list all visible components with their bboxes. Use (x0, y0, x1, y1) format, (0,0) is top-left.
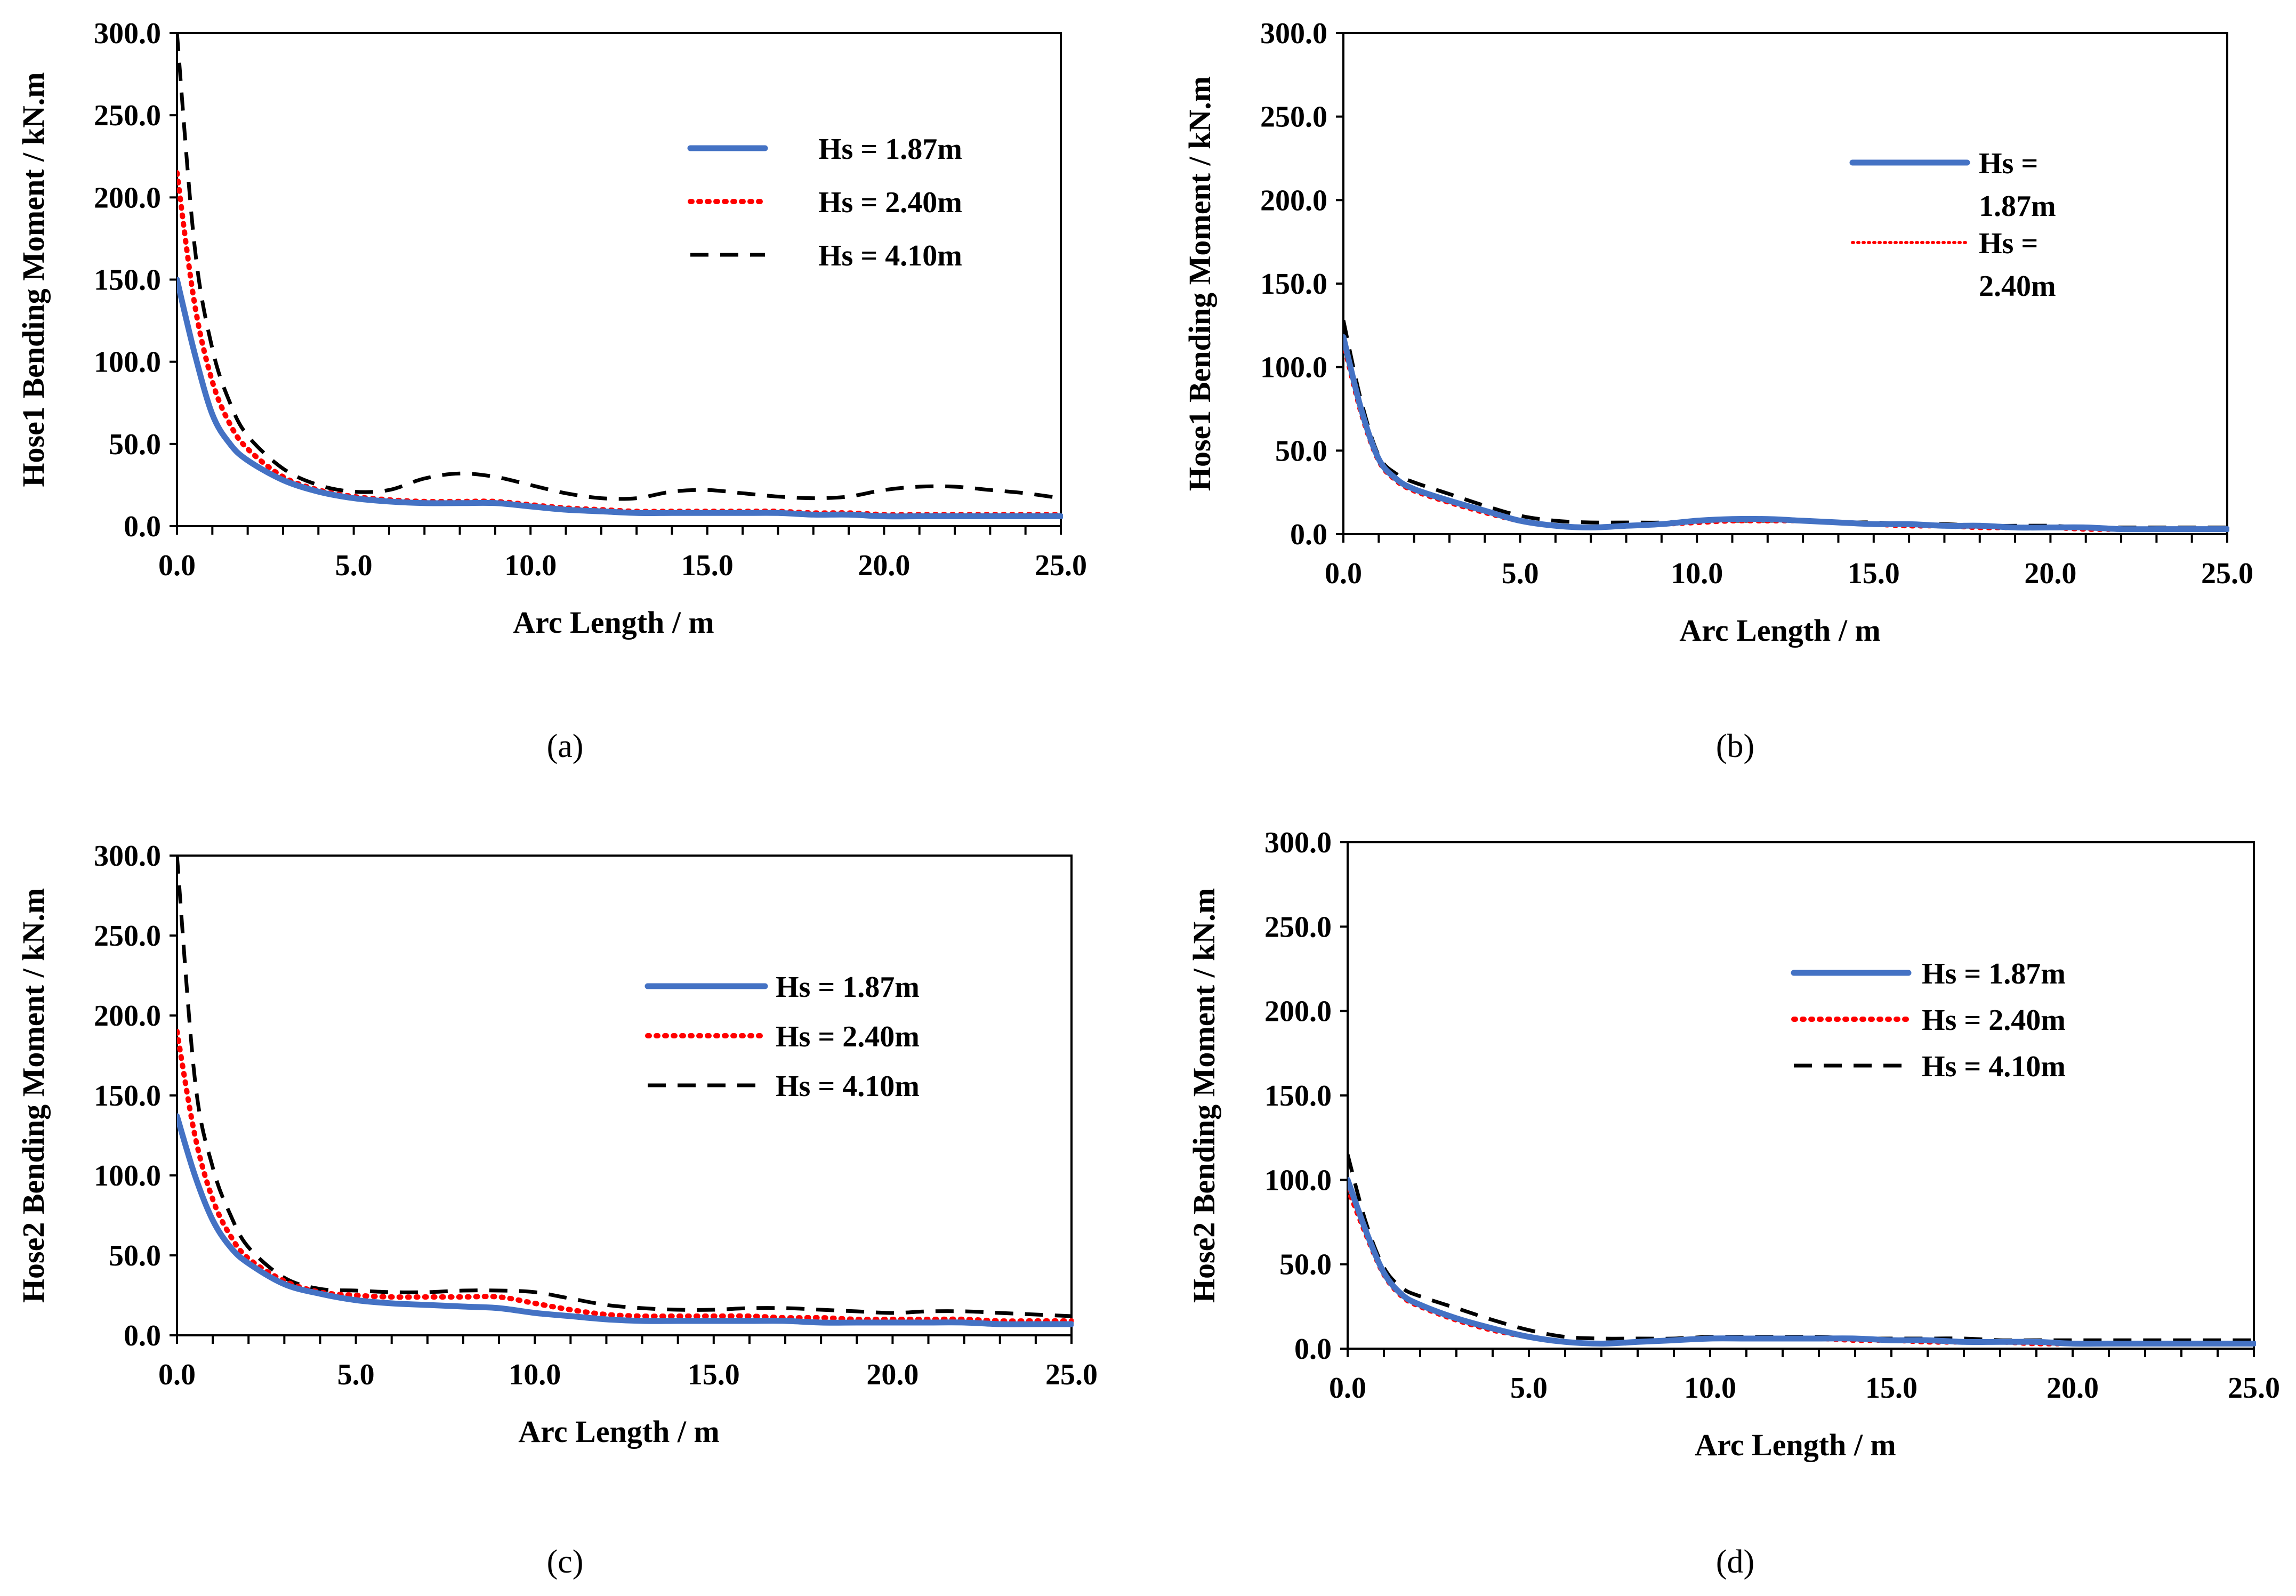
x-tick-label: 15.0 (1848, 557, 1900, 590)
x-tick-label: 25.0 (1045, 1358, 1098, 1391)
x-tick-label: 15.0 (681, 549, 734, 582)
y-axis-title: Hose1 Bending Moment / kN.m (1182, 76, 1217, 491)
y-axis-title: Hose1 Bending Moment / kN.m (16, 72, 51, 487)
x-axis-title: Arc Length / m (513, 605, 714, 640)
y-tick-label: 200.0 (94, 999, 161, 1033)
x-tick-label: 5.0 (337, 1358, 375, 1391)
y-tick-label: 0.0 (124, 510, 161, 543)
y-tick-label: 250.0 (1260, 101, 1327, 134)
panel-caption: (d) (1716, 1544, 1754, 1580)
series-line-solid (1348, 1176, 2256, 1347)
series-line-dashed (177, 855, 1072, 1318)
x-tick-label: 10.0 (509, 1358, 561, 1391)
y-tick-label: 250.0 (1264, 910, 1332, 944)
chart-panel-4: 0.0 50.0 100.0 150.0 200.0 250.0 300.0 0.0 5.0 10… (1187, 826, 2280, 1580)
x-tick-label: 5.0 (1502, 557, 1539, 590)
legend-label: Hs = 4.10m (776, 1070, 920, 1103)
y-tick-label: 300.0 (1264, 826, 1332, 859)
y-axis-title: Hose2 Bending Moment / kN.m (16, 888, 51, 1303)
plot-area-frame (176, 855, 1073, 1336)
x-tick-label: 25.0 (2228, 1372, 2280, 1405)
legend-label: Hs = 1.87m (818, 133, 962, 166)
y-tick-label: 100.0 (94, 1159, 161, 1192)
x-tick-label: 20.0 (2024, 557, 2076, 590)
plot-area-frame (1342, 32, 2228, 535)
y-tick-label: 300.0 (94, 840, 161, 873)
y-tick-label: 50.0 (109, 428, 161, 461)
legend-label: Hs = 2.40m (776, 1020, 920, 1053)
y-tick-label: 150.0 (1260, 268, 1327, 301)
x-tick-label: 15.0 (1865, 1372, 1918, 1405)
y-tick-label: 150.0 (1264, 1079, 1332, 1113)
series-line-dashed (177, 33, 1061, 501)
panel-caption: (a) (547, 728, 584, 764)
series-line-solid (177, 277, 1063, 520)
series-line-dotted (177, 1029, 1074, 1324)
x-tick-label: 20.0 (2047, 1372, 2099, 1405)
y-tick-label: 50.0 (1279, 1248, 1332, 1281)
panel-caption: (c) (547, 1544, 584, 1580)
y-tick-label: 300.0 (94, 17, 161, 50)
y-tick-label: 100.0 (1260, 351, 1327, 384)
x-tick-label: 25.0 (1035, 549, 1087, 582)
y-tick-label: 300.0 (1260, 17, 1327, 50)
chart-panel-2: 0.0 50.0 100.0 150.0 200.0 250.0 300.0 0.0 5.0 10… (1182, 17, 2253, 764)
y-tick-label: 50.0 (109, 1239, 161, 1272)
x-tick-label: 10.0 (1671, 557, 1723, 590)
legend-label: Hs = 4.10m (818, 239, 962, 272)
y-tick-label: 250.0 (94, 920, 161, 953)
legend-label: Hs = 1.87m (1979, 147, 2056, 223)
y-tick-label: 200.0 (94, 181, 161, 214)
plot-area-frame (176, 32, 1062, 527)
legend-label: Hs = 1.87m (776, 971, 920, 1004)
series-line-solid (1343, 334, 2229, 533)
legend-label: Hs = 2.40m (1979, 227, 2056, 303)
legend-label: Hs = 2.40m (1922, 1004, 2066, 1037)
x-tick-label: 15.0 (688, 1358, 740, 1391)
x-tick-label: 5.0 (1510, 1372, 1548, 1405)
y-tick-label: 0.0 (1294, 1333, 1332, 1366)
x-tick-label: 10.0 (1684, 1372, 1736, 1405)
y-tick-label: 0.0 (124, 1319, 161, 1352)
legend-label: Hs = 2.40m (818, 186, 962, 219)
y-tick-label: 200.0 (1264, 995, 1332, 1028)
series-line-dashed (1348, 1154, 2254, 1342)
chart-panel-3: 0.0 50.0 100.0 150.0 200.0 250.0 300.0 0.0 5.0 10… (16, 840, 1098, 1580)
x-tick-label: 5.0 (335, 549, 373, 582)
y-tick-label: 50.0 (1275, 434, 1327, 467)
series-line-dotted (1348, 1186, 2256, 1347)
y-tick-label: 150.0 (94, 264, 161, 297)
x-tick-label: 20.0 (866, 1358, 919, 1391)
x-tick-label: 0.0 (1325, 557, 1362, 590)
x-axis-title: Arc Length / m (1679, 613, 1881, 648)
y-tick-label: 0.0 (1290, 518, 1327, 551)
y-tick-label: 100.0 (1264, 1164, 1332, 1197)
y-tick-label: 150.0 (94, 1079, 161, 1113)
x-tick-label: 0.0 (1329, 1372, 1366, 1405)
x-tick-label: 20.0 (858, 549, 910, 582)
plot-area-frame (1347, 841, 2255, 1350)
y-tick-label: 200.0 (1260, 184, 1327, 217)
x-tick-label: 10.0 (504, 549, 557, 582)
y-tick-label: 250.0 (94, 99, 161, 132)
series-line-dashed (1343, 320, 2227, 530)
legend-label: Hs = 4.10m (1922, 1050, 2066, 1083)
y-tick-label: 100.0 (94, 346, 161, 379)
x-tick-label: 0.0 (158, 549, 196, 582)
x-tick-label: 0.0 (158, 1358, 196, 1391)
series-line-solid (177, 1113, 1074, 1327)
x-axis-title: Arc Length / m (518, 1414, 720, 1449)
legend-label: Hs = 1.87m (1922, 957, 2066, 990)
x-axis-title: Arc Length / m (1695, 1428, 1896, 1462)
x-tick-label: 25.0 (2201, 557, 2253, 590)
y-axis-title: Hose2 Bending Moment / kN.m (1187, 888, 1221, 1303)
panel-caption: (b) (1716, 728, 1754, 764)
chart-panel-1: 0.0 50.0 100.0 150.0 200.0 250.0 300.0 0.0 5.0 10… (16, 17, 1087, 764)
series-line-dotted (177, 170, 1063, 518)
